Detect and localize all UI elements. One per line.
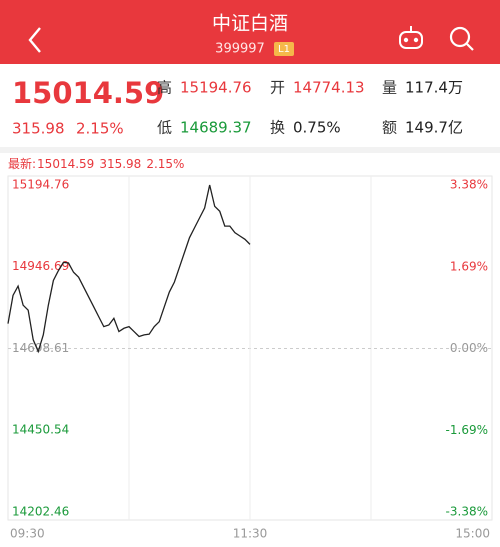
y2-tick-label: 3.38% <box>450 178 488 192</box>
title: 中证白酒 <box>212 13 288 35</box>
latest-price: 15014.59 <box>37 157 94 171</box>
badge: L1 <box>278 44 290 55</box>
y-tick-label: 14698.61 <box>12 341 69 355</box>
code: 399997 <box>215 42 265 57</box>
x-tick-label: 09:30 <box>10 527 45 541</box>
x-tick-label: 11:30 <box>233 527 268 541</box>
y2-tick-label: 1.69% <box>450 259 488 273</box>
badge-bg <box>274 42 294 56</box>
stat-label: 低 <box>157 119 172 137</box>
y-tick-label: 14202.46 <box>12 505 69 519</box>
y2-tick-label: -3.38% <box>446 505 488 519</box>
stat-label: 换 <box>270 119 285 137</box>
separator <box>0 147 500 153</box>
y-tick-label: 15194.76 <box>12 178 69 192</box>
stat-label: 开 <box>270 79 285 97</box>
search-icon[interactable] <box>449 26 474 51</box>
stat-value: 14689.37 <box>180 119 252 137</box>
stat-value: 149.7亿 <box>405 119 463 137</box>
y-tick-label: 14450.54 <box>12 423 69 437</box>
change-pct: 2.15% <box>76 120 124 138</box>
price-line <box>7 184 251 354</box>
stat-label: 额 <box>382 119 397 137</box>
latest-label: 最新: <box>8 156 36 171</box>
latest-line: 最新:15014.59 315.98 2.15% <box>8 156 184 171</box>
chart: 15194.76 14946.69 14698.61 14450.54 14202.46… <box>7 176 492 541</box>
stats: 高 15194.76 开 14774.13 量 117.4万低 14689.37 换 0.75%… <box>157 79 463 137</box>
y-tick-label: 14946.69 <box>12 259 69 273</box>
stat-label: 量 <box>382 79 397 97</box>
stat-value: 0.75% <box>293 119 341 137</box>
change: 315.98 <box>12 120 65 138</box>
x-tick-label: 15:00 <box>455 527 490 541</box>
back-button[interactable] <box>28 27 41 53</box>
robot-icon[interactable] <box>399 26 423 49</box>
latest-change: 315.98 <box>99 157 141 171</box>
stat-value: 117.4万 <box>405 79 463 97</box>
stat-value: 15194.76 <box>180 79 252 97</box>
stat-label: 高 <box>157 79 172 97</box>
latest-pct: 2.15% <box>146 157 184 171</box>
price: 15014.59 <box>12 76 164 110</box>
y2-tick-label: -1.69% <box>446 423 488 437</box>
y2-tick-label: 0.00% <box>450 341 488 355</box>
stat-value: 14774.13 <box>293 79 365 97</box>
